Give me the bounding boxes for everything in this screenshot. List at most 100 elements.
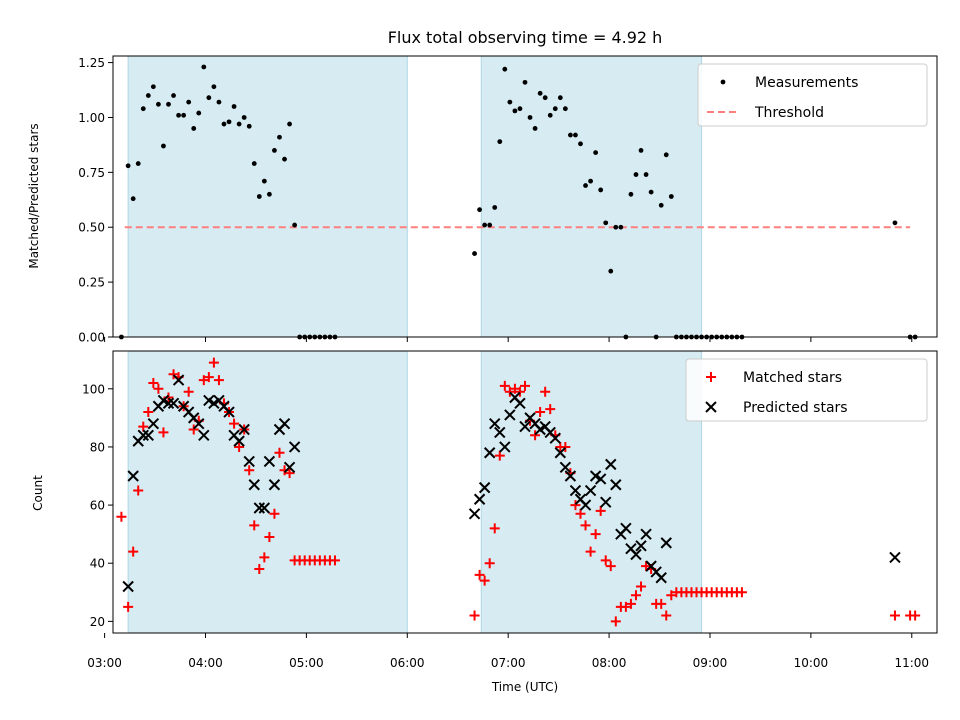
y-tick-label: 0.00 — [78, 331, 105, 345]
matched-stars-point — [535, 407, 546, 418]
matched-stars-point — [168, 369, 179, 380]
measurement-point — [517, 106, 523, 112]
legend-marker-predicted — [705, 401, 717, 413]
matched-stars-point — [138, 421, 149, 432]
predicted-stars-point — [635, 540, 647, 552]
measurement-point — [130, 196, 136, 202]
measurement-point — [171, 93, 176, 98]
predicted-stars-point — [584, 484, 597, 497]
measurement-point — [166, 101, 171, 107]
predicted-stars-point — [253, 502, 266, 514]
predicted-stars-point — [549, 432, 561, 444]
axes-frame — [112, 350, 938, 634]
predicted-stars-point — [640, 528, 652, 540]
x-tick-label: 07:00 — [491, 656, 526, 670]
matched-stars-point — [545, 404, 556, 415]
measurement-point — [216, 99, 222, 105]
predicted-stars-point — [620, 522, 632, 535]
legend: Measurements Threshold — [697, 63, 928, 127]
measurement-point — [578, 141, 583, 147]
measurement-point — [522, 79, 528, 85]
measurement-point — [648, 189, 654, 195]
predicted-stars-point — [137, 429, 149, 442]
predicted-stars-point — [559, 461, 572, 473]
measurement-point — [487, 222, 493, 228]
top-y-axis-label: Matched/Predicted stars — [27, 123, 41, 268]
predicted-stars-point — [162, 397, 175, 410]
measurement-point — [161, 143, 166, 149]
matched-stars-point — [570, 500, 581, 511]
measurement-point — [145, 93, 151, 98]
measurement-point — [181, 112, 187, 118]
matched-stars-point — [509, 383, 520, 394]
measurement-point — [562, 106, 568, 112]
matched-stars-point — [666, 590, 677, 601]
measurement-point — [663, 152, 669, 158]
x-axis: 03:00 04:00 05:00 06:00 07:00 08:00 09:00 10:00… — [87, 656, 929, 670]
legend-box — [697, 63, 928, 127]
predicted-stars-point — [263, 455, 276, 468]
legend-label: Threshold — [754, 105, 824, 121]
measurement-point — [251, 161, 257, 166]
matched-stars-point — [208, 357, 219, 368]
matched-stars-point — [148, 377, 159, 388]
legend-label: Measurements — [755, 75, 858, 91]
measurement-point — [537, 90, 543, 96]
matched-stars-point — [605, 561, 616, 572]
predicted-stars-point — [122, 580, 134, 593]
predicted-stars-point — [605, 458, 617, 471]
matched-stars-point — [595, 505, 606, 516]
matched-stars-point — [661, 610, 672, 621]
predicted-stars-point — [483, 447, 496, 459]
matched-stars-point — [203, 372, 214, 383]
predicted-stars-point — [142, 429, 155, 442]
measurement-point — [191, 126, 197, 131]
measurement-point — [593, 150, 599, 155]
matched-stars-point — [910, 610, 921, 621]
measurement-point — [608, 268, 614, 274]
matched-stars-point — [249, 520, 260, 531]
measurement-point — [547, 112, 553, 118]
x-tick-label: 03:00 — [87, 656, 122, 670]
matched-stars-point — [484, 558, 495, 569]
predicted-stars-point — [268, 479, 281, 491]
measurement-point — [492, 205, 498, 210]
legend: Matched stars Predicted stars — [685, 358, 928, 422]
x-tick-label: 05:00 — [289, 656, 324, 670]
measurement-point — [176, 112, 181, 118]
matched-stars-point — [889, 610, 900, 621]
measurement-point — [472, 251, 477, 256]
matched-stars-point — [575, 508, 586, 519]
measurement-point — [226, 119, 232, 125]
measurement-point — [643, 172, 649, 177]
measurement-point — [282, 156, 287, 162]
measurement-point — [557, 95, 563, 101]
measurement-point — [231, 104, 237, 109]
matched-stars-point — [636, 581, 647, 592]
predicted-stars-point — [468, 508, 481, 520]
predicted-stars-point — [233, 435, 245, 447]
measurement-point — [186, 99, 192, 105]
predicted-stars-point — [283, 461, 296, 473]
y-tick-label: 1.25 — [78, 56, 105, 70]
predicted-stars-point — [258, 502, 271, 514]
predicted-stars-point — [167, 397, 180, 410]
predicted-stars-point — [494, 426, 506, 439]
y-tick-label: 40 — [90, 557, 105, 571]
y-tick-label: 60 — [90, 499, 105, 513]
predicted-stars-point — [564, 470, 577, 482]
predicted-stars-point — [278, 417, 291, 430]
x-tick-label: 10:00 — [794, 656, 829, 670]
measurement-point — [482, 222, 488, 228]
predicted-stars-point — [569, 484, 582, 497]
predicted-stars-point — [489, 417, 501, 430]
predicted-stars-point — [579, 499, 592, 511]
y-tick-label: 20 — [90, 615, 105, 629]
matched-stars-point — [183, 386, 194, 397]
predicted-stars-point — [147, 417, 160, 430]
bottom-panel: 20 40 60 80 100 Matched stars Predicted stars — [82, 350, 938, 638]
predicted-stars-point — [519, 420, 531, 433]
predicted-stars-point — [504, 409, 516, 421]
measurement-point — [256, 194, 262, 199]
measurement-point — [502, 66, 508, 72]
